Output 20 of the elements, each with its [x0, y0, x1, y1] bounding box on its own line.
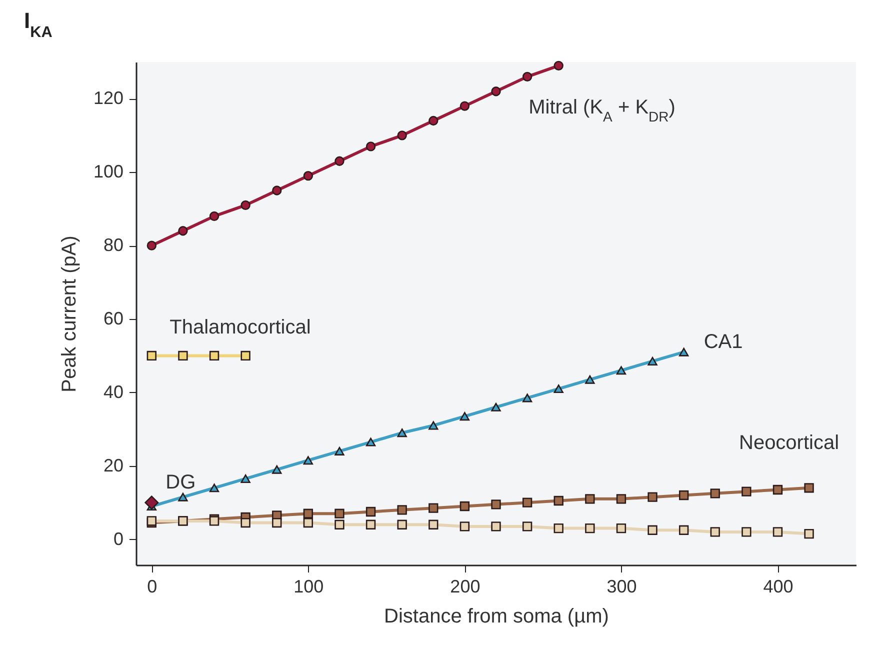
y-axis-title: Peak current (pA): [58, 236, 80, 392]
y-tick-label: 120: [93, 88, 124, 108]
x-tick-label: 100: [294, 576, 324, 596]
series-label: Thalamocortical: [170, 316, 311, 339]
y-tick-label: 40: [103, 382, 124, 402]
y-tick-label: 20: [103, 455, 124, 476]
x-tick-label: 0: [147, 576, 158, 596]
series-label: CA1: [704, 331, 743, 354]
series-label: Mitral (K$_{A}$ + K$_{DR}$): [528, 96, 676, 125]
x-tick-label: 400: [763, 576, 794, 596]
chart-title: I$_{KA}$: [24, 8, 52, 40]
y-tick-label: 100: [93, 162, 124, 182]
x-axis-title: Distance from soma (µm): [384, 606, 609, 628]
x-tick-label: 300: [606, 576, 637, 596]
series-label: DG: [166, 472, 196, 494]
y-tick-label: 0: [113, 528, 124, 549]
x-tick-label: 200: [450, 576, 480, 596]
y-tick-label: 60: [103, 308, 124, 329]
series-label: Neocortical: [738, 432, 840, 454]
y-tick-label: 80: [103, 235, 124, 256]
